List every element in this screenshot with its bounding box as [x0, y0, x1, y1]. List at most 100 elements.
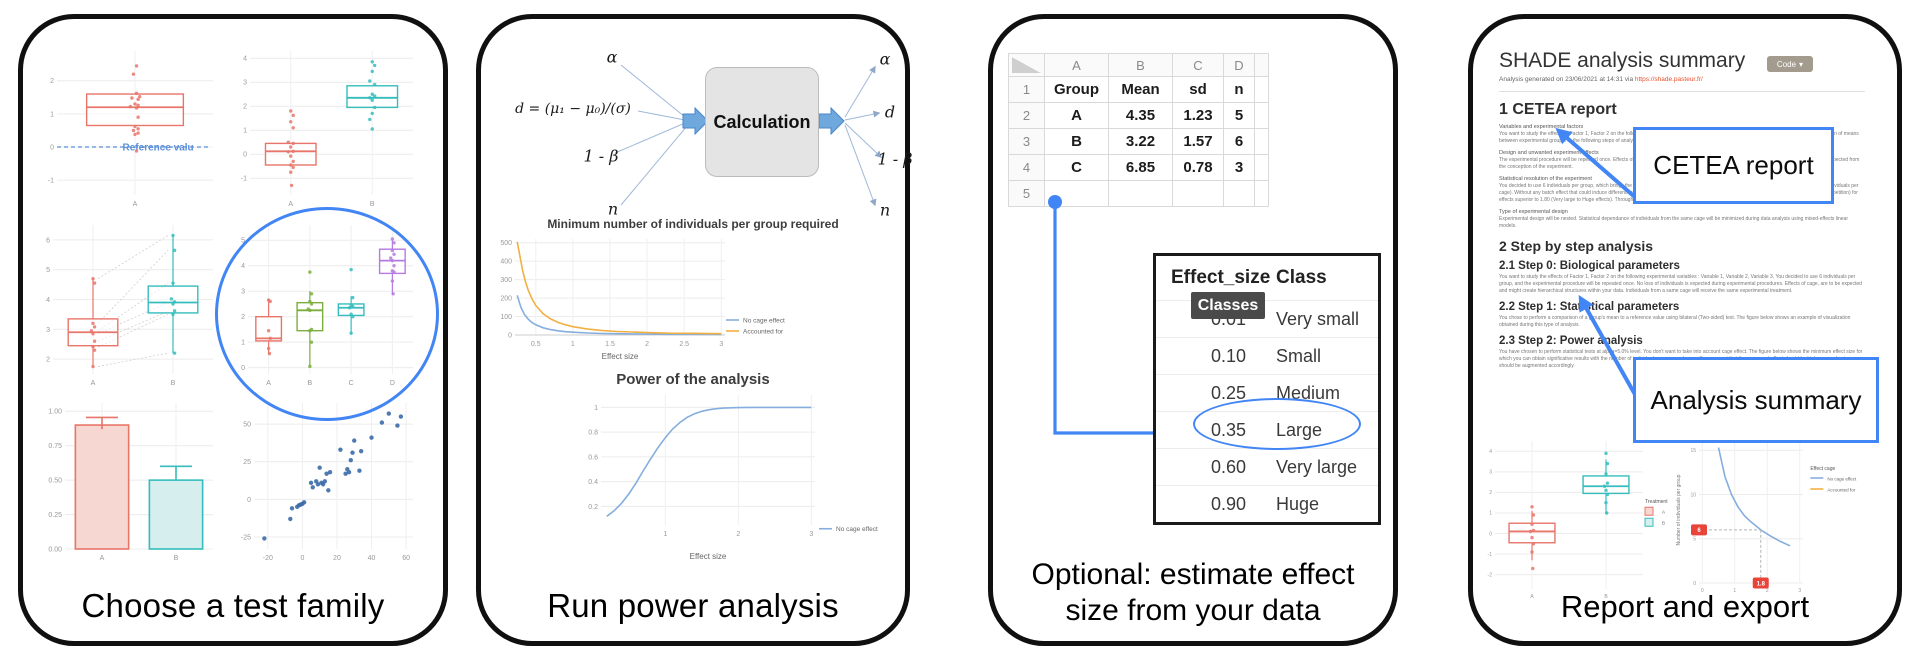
cell[interactable]: 4.35	[1108, 102, 1173, 129]
svg-text:A: A	[1530, 594, 1534, 600]
caption-line-2: size from your data	[1065, 594, 1321, 627]
report-samplesize-thumbnail: 0 5 10 15 0 1 2 3 6 1.8 Number of individuals per …	[1673, 427, 1891, 604]
row-header[interactable]: 4	[1008, 154, 1045, 181]
effect-size-class: Huge	[1276, 493, 1320, 514]
scatter-correlation-chart: -25 0 25 50 -20 0 20 40 60	[228, 395, 423, 572]
cell[interactable]: 6	[1223, 128, 1255, 155]
cell[interactable]: sd	[1172, 76, 1224, 103]
report-boxplot-thumbnail: -2 -1 0 1 2 3 4 A B Treatment A B	[1481, 431, 1681, 608]
row-header[interactable]: 2	[1008, 102, 1045, 129]
boxplot-two-groups-chart: -1 0 1 2 3 4 A B	[228, 43, 423, 218]
subtitle-text: Analysis generated on 23/06/2021 at 14:3…	[1499, 76, 1635, 83]
output-power-label: 1 - β	[877, 149, 913, 169]
large-row-circle-annotation	[1193, 398, 1361, 450]
cell[interactable]: n	[1223, 76, 1255, 103]
report-title: SHADE analysis summary	[1499, 49, 1746, 72]
svg-text:200: 200	[500, 296, 512, 303]
effect-size-table: Effect_size Class 0.01Very small 0.10 Sma…	[1153, 253, 1381, 525]
svg-text:1: 1	[50, 111, 54, 118]
svg-text:B: B	[1604, 594, 1608, 600]
input-power-label: 1 - β	[583, 146, 619, 166]
svg-text:0: 0	[241, 365, 245, 372]
svg-text:5: 5	[241, 238, 245, 245]
svg-text:100: 100	[500, 314, 512, 321]
svg-text:1: 1	[1733, 588, 1736, 594]
cell[interactable]: 5	[1223, 102, 1255, 129]
svg-text:1: 1	[663, 531, 667, 538]
svg-text:No cage effect: No cage effect	[1827, 477, 1857, 482]
svg-text:4: 4	[1489, 449, 1492, 455]
col-header-b[interactable]: B	[1108, 53, 1173, 77]
svg-text:0: 0	[508, 332, 512, 339]
svg-text:3: 3	[1798, 588, 1801, 594]
svg-text:0.4: 0.4	[588, 479, 598, 486]
cell[interactable]	[1172, 180, 1224, 207]
cell[interactable]: A	[1044, 102, 1109, 129]
svg-text:0.6: 0.6	[588, 454, 598, 461]
svg-text:3: 3	[719, 341, 723, 348]
cell[interactable]	[1223, 180, 1255, 207]
header-effect-size: Effect_size	[1171, 267, 1271, 288]
svg-text:No cage effect: No cage effect	[743, 318, 785, 325]
effect-size-class: Small	[1276, 345, 1322, 366]
svg-text:60: 60	[402, 555, 410, 562]
cell[interactable]: C	[1044, 154, 1109, 181]
svg-text:2: 2	[1766, 588, 1769, 594]
para-heading: Variables and experimental factors	[1499, 124, 1584, 130]
power-curve-chart: 0.2 0.4 0.6 0.8 1 1 2 3 Effect size No cage effec…	[531, 383, 891, 566]
effect-size-value: 0.25	[1210, 382, 1246, 403]
svg-text:B: B	[370, 201, 375, 208]
svg-text:15: 15	[1690, 448, 1696, 454]
panel-caption: Optional: estimate effect size from your…	[993, 557, 1393, 629]
svg-text:2: 2	[645, 341, 649, 348]
cell[interactable]: 6.85	[1108, 154, 1173, 181]
svg-text:B: B	[1662, 521, 1665, 526]
col-header-a[interactable]: A	[1044, 53, 1109, 77]
para-heading: Design and unwanted experiment effects	[1499, 150, 1599, 156]
cell[interactable]: 0.78	[1172, 154, 1224, 181]
svg-text:0: 0	[247, 497, 251, 504]
svg-text:0: 0	[243, 152, 247, 159]
row-header[interactable]: 1	[1008, 76, 1045, 103]
cell[interactable]: B	[1044, 128, 1109, 155]
row-header[interactable]: 3	[1008, 128, 1045, 155]
svg-text:4: 4	[243, 56, 247, 63]
svg-text:20: 20	[333, 555, 341, 562]
input-alpha-label: α	[606, 47, 618, 67]
section-2-heading: 2 Step by step analysis	[1499, 238, 1654, 254]
svg-text:6: 6	[46, 237, 50, 244]
boxplot-one-group-chart: -1 0 1 2 A Reference valu	[33, 43, 223, 218]
cell[interactable]	[1044, 180, 1109, 207]
svg-text:B: B	[174, 555, 179, 562]
col-header-empty[interactable]	[1254, 53, 1269, 77]
para-body: You want to study the effects of Factor …	[1499, 274, 1862, 294]
sheet-row: 4 C 6.85 0.78 3	[1008, 154, 1269, 181]
cell[interactable]: 1.23	[1172, 102, 1224, 129]
cell[interactable]: Group	[1044, 76, 1109, 103]
effect-size-value: 0.60	[1210, 456, 1246, 477]
svg-text:3: 3	[809, 531, 813, 538]
divider	[1499, 91, 1865, 92]
code-dropdown-button[interactable]: Code ▾	[1767, 56, 1813, 72]
svg-text:3: 3	[243, 80, 247, 87]
cell[interactable]: 3.22	[1108, 128, 1173, 155]
para-heading: Type of experimental design	[1499, 209, 1568, 215]
svg-text:500: 500	[500, 240, 512, 247]
cell[interactable]: 1.57	[1172, 128, 1224, 155]
output-d-label: d	[884, 102, 896, 122]
panel-caption: Report and export	[1560, 588, 1810, 624]
cell[interactable]: Mean	[1108, 76, 1173, 103]
cell[interactable]: 3	[1223, 154, 1255, 181]
calculation-box: Calculation	[705, 67, 819, 177]
report-link[interactable]: https://shade.pasteur.fr/	[1634, 76, 1703, 83]
spreadsheet[interactable]: A B C D 1 Group Mean sd n 2 A 4.35 1.23 …	[1008, 53, 1269, 207]
row-header[interactable]: 5	[1008, 180, 1045, 207]
effect-size-row: 0.60 Very large	[1156, 449, 1378, 486]
svg-text:5: 5	[1693, 537, 1696, 543]
cell[interactable]	[1108, 180, 1173, 207]
corner-triangle-icon	[1012, 57, 1041, 73]
col-header-c[interactable]: C	[1172, 53, 1224, 77]
svg-text:0.5: 0.5	[531, 341, 541, 348]
flow-diagram-lines	[614, 64, 883, 207]
col-header-d[interactable]: D	[1223, 53, 1255, 77]
